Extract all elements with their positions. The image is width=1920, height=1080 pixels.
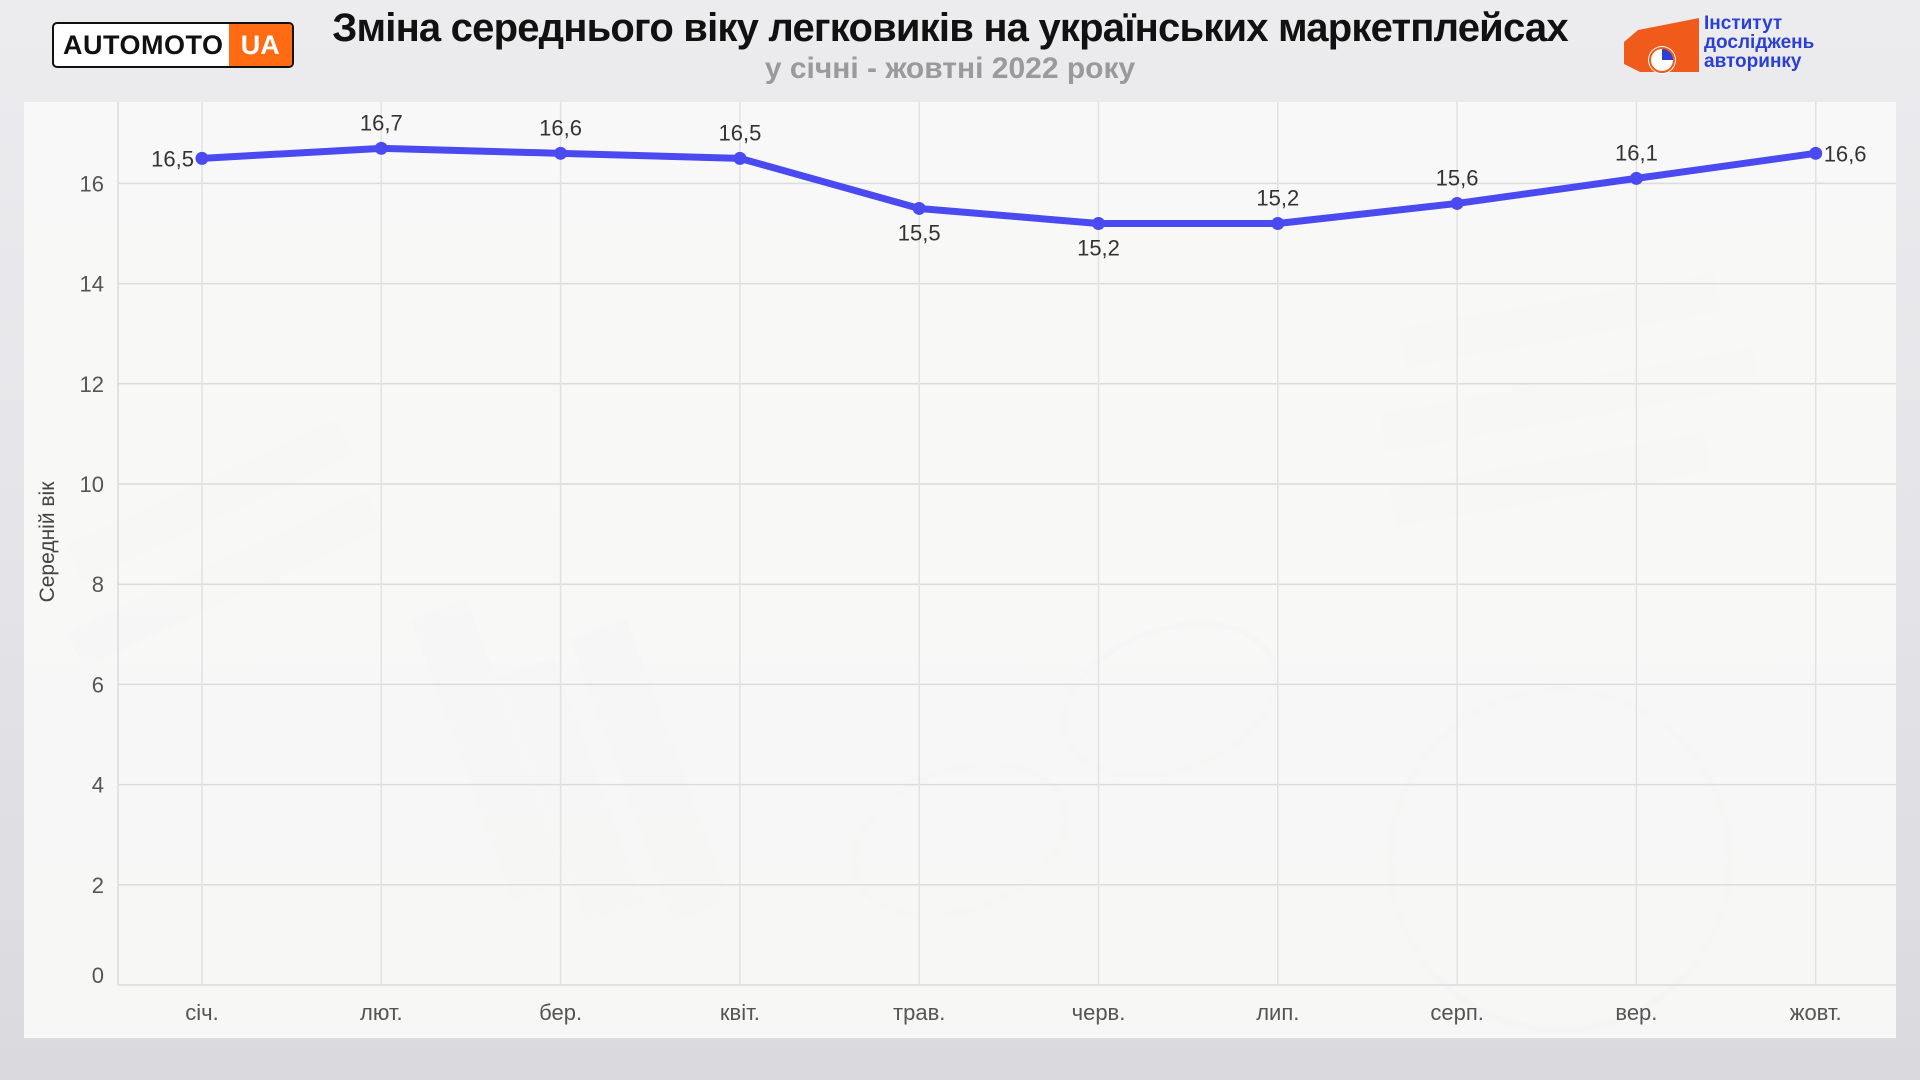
data-label: 16,5 [151,146,194,171]
data-label: 16,7 [360,110,403,135]
x-tick-label: лют. [360,1000,403,1025]
data-point [1450,196,1464,210]
logo-text-ua: UA [228,24,292,66]
y-tick-label: 16 [80,171,104,196]
institute-name-line3: авторинку [1704,51,1802,72]
x-tick-label: січ. [185,1000,218,1025]
series-line [198,144,1820,227]
chart-panel: 0 2 4 6 8 10 12 14 16 січ. лют. бер. квіт. трав. черв.… [24,102,1896,1038]
data-point [733,151,747,165]
data-label: 16,6 [539,115,582,140]
y-tick-label: 10 [80,472,104,497]
x-tick-label: жовт. [1790,1000,1842,1025]
institute-name-line1: Інститут [1704,13,1783,34]
line-chart: 0 2 4 6 8 10 12 14 16 січ. лют. бер. квіт. трав. черв.… [36,102,1896,1025]
y-axis-title: Середній вік [36,481,59,603]
data-label: 15,6 [1436,165,1479,190]
data-label: 16,5 [718,120,761,145]
data-point [1809,146,1823,160]
chart-header: AUTOMOTO UA Зміна середнього віку легков… [0,0,1920,100]
data-label: 16,1 [1615,140,1658,165]
data-label: 15,5 [898,220,941,245]
chart-title: Зміна середнього віку легковиків на укра… [332,6,1568,50]
automoto-logo: AUTOMOTO UA [52,22,294,68]
x-tick-label: лип. [1256,1000,1299,1025]
y-tick-label: 12 [80,372,104,397]
data-point [1271,216,1285,230]
data-point [912,201,926,215]
data-label: 15,2 [1256,185,1299,210]
data-point [1092,216,1105,230]
y-tick-label: 2 [92,873,104,898]
data-point [554,146,568,160]
x-tick-label: квіт. [720,1000,760,1025]
x-tick-label: серп. [1430,1000,1484,1025]
y-tick-label: 0 [92,963,104,988]
institute-name-line2: досліджень [1704,32,1815,53]
data-point [1629,171,1643,185]
institute-name: Інститут досліджень авторинку [1704,14,1814,71]
logo-text-automoto: AUTOMOTO [63,29,224,60]
data-point [374,141,388,155]
chart-subtitle: у січні - жовтні 2022 року [764,52,1136,85]
x-tick-label: бер. [539,1000,582,1025]
data-label: 15,2 [1077,235,1120,260]
y-tick-label: 6 [92,672,104,697]
data-point [195,151,209,165]
x-tick-label: вер. [1615,1000,1657,1025]
x-tick-label: трав. [893,1000,945,1025]
x-tick-label: черв. [1072,1000,1126,1025]
institute-logo-icon [1624,18,1699,74]
y-tick-label: 14 [80,272,104,297]
y-tick-label: 4 [92,773,104,798]
data-label: 16,6 [1824,141,1867,166]
y-tick-label: 8 [92,572,104,597]
